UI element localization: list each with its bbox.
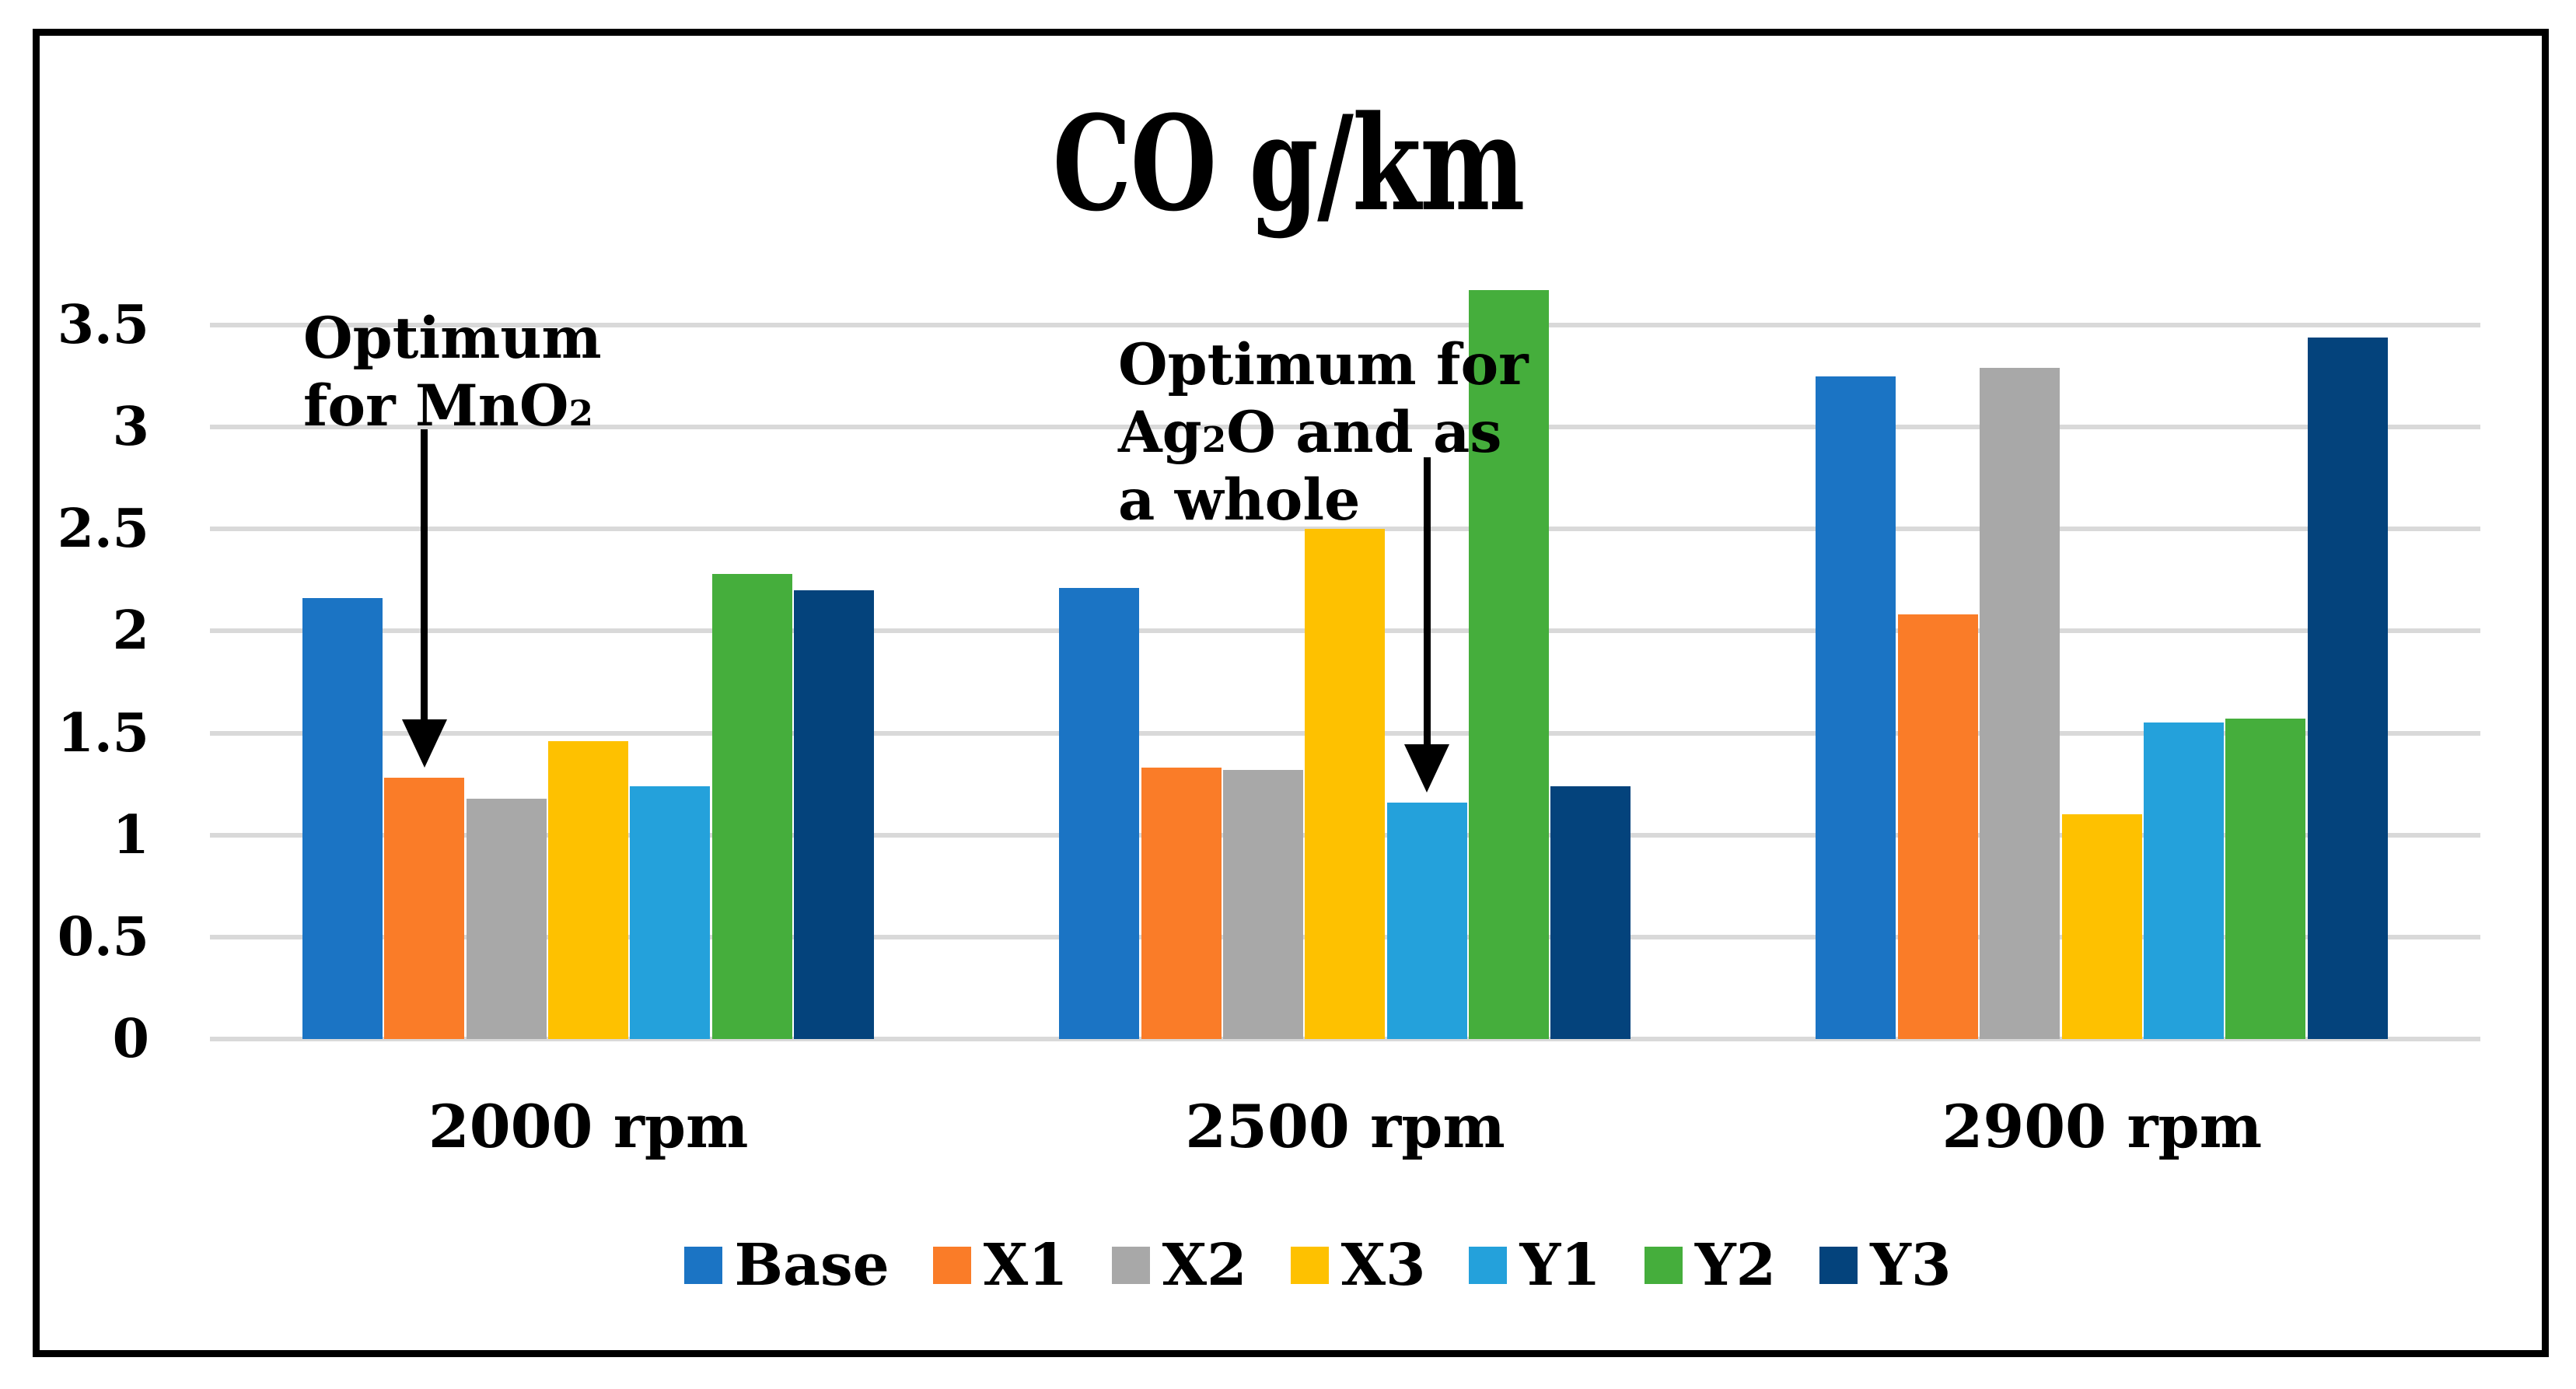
legend-item-x3: X3 — [1290, 1232, 1426, 1299]
y-axis-tick-label: 0 — [112, 1008, 149, 1070]
bar-X3-2500 — [1305, 529, 1386, 1039]
legend-swatch-y1 — [1469, 1247, 1508, 1284]
annotation-arrow-stem-1 — [421, 429, 428, 725]
y-axis-tick-label: 0.5 — [57, 905, 149, 968]
annotation-2: Optimum for Ag2O and as a whole — [1118, 331, 1529, 534]
bar-X1-2900 — [1897, 614, 1978, 1039]
legend-label-x3: X3 — [1340, 1232, 1426, 1299]
y-axis-tick-label: 1.5 — [57, 701, 149, 764]
plot-area — [210, 280, 2480, 1041]
legend-item-y1: Y1 — [1469, 1232, 1601, 1299]
chart-outer-frame — [33, 29, 2549, 1357]
bar-Y2-2500 — [1469, 290, 1550, 1039]
legend: Base X1 X2 X3 Y1 Y2 Y3 — [30, 1230, 2576, 1300]
bar-Y3-2500 — [1550, 785, 1631, 1039]
y-axis-tick-label: 3.5 — [57, 293, 149, 356]
bar-Y3-2900 — [2307, 337, 2388, 1039]
x-axis-category-label: 2500 rpm — [1185, 1092, 1505, 1161]
bar-Y2-2900 — [2225, 719, 2306, 1039]
gridline-y-3.5 — [210, 322, 2480, 327]
legend-label-y1: Y1 — [1519, 1232, 1601, 1299]
legend-swatch-x1 — [932, 1247, 971, 1284]
legend-item-x1: X1 — [932, 1232, 1068, 1299]
annotation-arrow-head-1 — [401, 719, 447, 768]
bar-X2-2500 — [1222, 769, 1303, 1039]
bar-Y3-2000 — [794, 590, 875, 1039]
bar-Base-2500 — [1059, 588, 1140, 1039]
legend-label-x2: X2 — [1162, 1232, 1247, 1299]
legend-swatch-x2 — [1111, 1247, 1150, 1284]
x-axis-category-label: 2000 rpm — [428, 1092, 749, 1161]
chart-title: CO g/km — [0, 92, 2576, 236]
bar-Y1-2900 — [2144, 722, 2225, 1039]
bar-Base-2900 — [1816, 376, 1896, 1039]
bar-Y1-2500 — [1386, 802, 1467, 1039]
bar-X2-2900 — [1980, 368, 2060, 1039]
bar-Y1-2000 — [630, 785, 711, 1039]
bar-X1-2500 — [1141, 768, 1222, 1039]
gridline-y-0 — [210, 1037, 2480, 1041]
annotation-1: Optimum for MnO2 — [303, 305, 602, 439]
y-axis-tick-label: 1 — [112, 803, 149, 866]
legend-item-y3: Y3 — [1819, 1237, 1951, 1294]
bar-X3-2900 — [2061, 814, 2142, 1039]
legend-label-y3: Y3 — [1870, 1232, 1952, 1299]
legend-label-base: Base — [734, 1232, 890, 1299]
legend-item-y2: Y2 — [1644, 1232, 1777, 1299]
legend-swatch-y2 — [1644, 1247, 1683, 1284]
legend-label-x1: X1 — [983, 1232, 1068, 1299]
annotation-arrow-stem-2 — [1423, 457, 1431, 749]
legend-label-y2: Y2 — [1694, 1232, 1777, 1299]
gridline-y-3 — [210, 425, 2480, 430]
bar-X2-2000 — [466, 798, 547, 1039]
bar-X3-2000 — [547, 741, 628, 1039]
y-axis-tick-label: 2 — [112, 600, 149, 663]
y-axis-tick-label: 2.5 — [57, 498, 149, 561]
x-axis-category-label: 2900 rpm — [1942, 1092, 2263, 1161]
bar-Base-2000 — [302, 598, 383, 1039]
legend-item-x2: X2 — [1111, 1232, 1247, 1299]
bar-X1-2000 — [384, 778, 465, 1039]
bar-Y2-2000 — [711, 573, 792, 1039]
y-axis-tick-label: 3 — [112, 396, 149, 459]
chart-title-text: CO g/km — [1052, 86, 1525, 240]
legend-swatch-x3 — [1290, 1247, 1329, 1284]
legend-swatch-base — [683, 1247, 722, 1284]
legend-swatch-y3 — [1819, 1247, 1858, 1284]
legend-item-base: Base — [683, 1232, 890, 1299]
annotation-arrow-head-2 — [1404, 743, 1450, 792]
